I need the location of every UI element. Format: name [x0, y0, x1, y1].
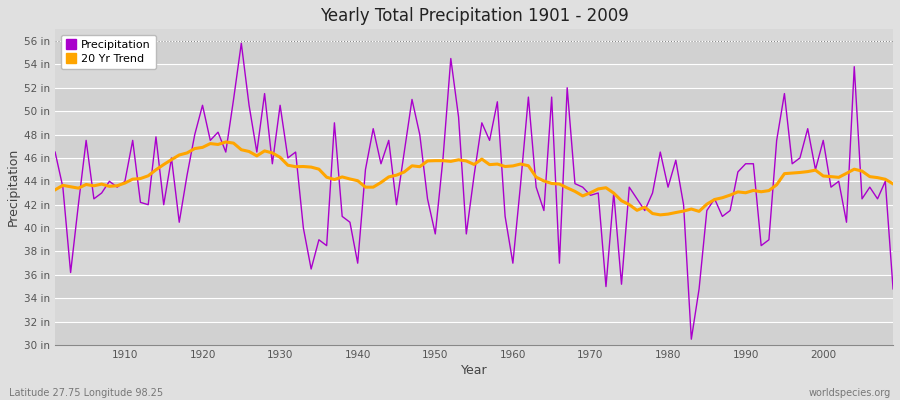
Line: Precipitation: Precipitation — [55, 43, 893, 339]
Bar — [55, 88, 893, 111]
Text: Latitude 27.75 Longitude 98.25: Latitude 27.75 Longitude 98.25 — [9, 388, 163, 398]
20 Yr Trend — [337, 174, 347, 179]
Precipitation — [50, 150, 60, 154]
Precipitation — [290, 150, 301, 154]
Precipitation — [686, 337, 697, 342]
20 Yr Trend — [112, 183, 122, 188]
20 Yr Trend — [608, 191, 619, 196]
Bar — [55, 181, 893, 205]
Precipitation — [608, 191, 619, 196]
20 Yr Trend — [290, 164, 301, 169]
20 Yr Trend — [220, 140, 231, 144]
Y-axis label: Precipitation: Precipitation — [7, 148, 20, 226]
Bar — [55, 322, 893, 345]
20 Yr Trend — [655, 212, 666, 217]
20 Yr Trend — [515, 162, 526, 166]
Precipitation — [887, 286, 898, 291]
Bar — [55, 134, 893, 158]
20 Yr Trend — [50, 188, 60, 192]
Bar — [55, 228, 893, 252]
Precipitation — [337, 214, 347, 219]
20 Yr Trend — [508, 164, 518, 168]
20 Yr Trend — [887, 182, 898, 186]
Precipitation — [112, 185, 122, 190]
X-axis label: Year: Year — [461, 364, 488, 377]
Title: Yearly Total Precipitation 1901 - 2009: Yearly Total Precipitation 1901 - 2009 — [320, 7, 628, 25]
Text: worldspecies.org: worldspecies.org — [809, 388, 891, 398]
Legend: Precipitation, 20 Yr Trend: Precipitation, 20 Yr Trend — [60, 35, 156, 69]
Line: 20 Yr Trend: 20 Yr Trend — [55, 142, 893, 215]
Precipitation — [236, 41, 247, 46]
Bar — [55, 275, 893, 298]
Precipitation — [508, 261, 518, 266]
Bar — [55, 41, 893, 64]
Precipitation — [515, 181, 526, 186]
